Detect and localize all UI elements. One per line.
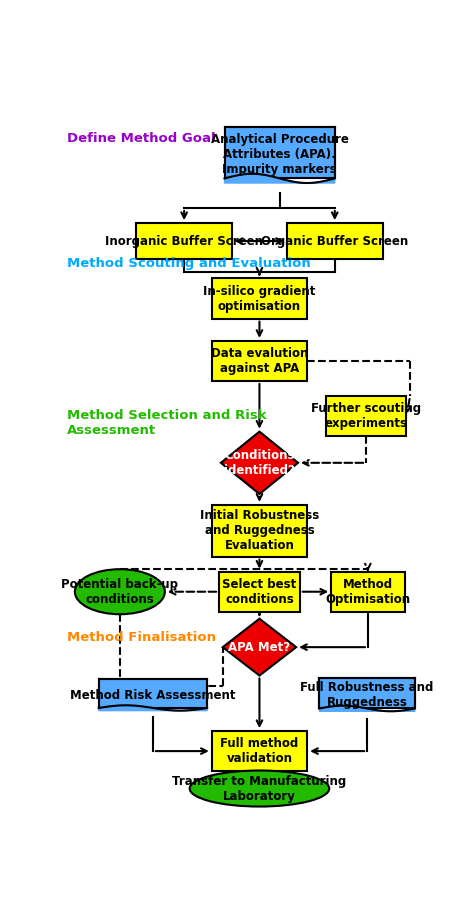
- Text: Initial Robustness
and Ruggedness
Evaluation: Initial Robustness and Ruggedness Evalua…: [200, 509, 319, 553]
- Text: Method Finalisation: Method Finalisation: [66, 631, 216, 644]
- Polygon shape: [221, 432, 298, 494]
- FancyBboxPatch shape: [319, 679, 415, 708]
- FancyBboxPatch shape: [137, 223, 232, 259]
- Polygon shape: [319, 706, 415, 711]
- Ellipse shape: [75, 569, 165, 614]
- Text: Conditions
identified?: Conditions identified?: [224, 449, 295, 477]
- Text: Method
Optimisation: Method Optimisation: [325, 578, 410, 606]
- Text: Full method
validation: Full method validation: [220, 737, 299, 765]
- FancyBboxPatch shape: [287, 223, 383, 259]
- Text: Organic Buffer Screen: Organic Buffer Screen: [261, 235, 409, 248]
- Text: Method Selection and Risk
Assessment: Method Selection and Risk Assessment: [66, 410, 266, 437]
- Text: Method Scouting and Evaluation: Method Scouting and Evaluation: [66, 257, 310, 270]
- Text: Inorganic Buffer Screen: Inorganic Buffer Screen: [105, 235, 263, 248]
- FancyBboxPatch shape: [219, 572, 300, 612]
- Text: In-silico gradient
optimisation: In-silico gradient optimisation: [203, 284, 316, 312]
- Text: Transfer to Manufacturing
Laboratory: Transfer to Manufacturing Laboratory: [173, 775, 346, 803]
- Text: Full Robustness and
Ruggedness: Full Robustness and Ruggedness: [301, 681, 434, 709]
- FancyBboxPatch shape: [326, 396, 406, 436]
- Polygon shape: [225, 174, 335, 183]
- FancyBboxPatch shape: [331, 572, 405, 612]
- FancyBboxPatch shape: [212, 505, 307, 557]
- FancyBboxPatch shape: [212, 278, 307, 319]
- Text: Select best
conditions: Select best conditions: [222, 578, 297, 606]
- FancyBboxPatch shape: [212, 731, 307, 771]
- Text: Further scouting
experiments: Further scouting experiments: [311, 402, 421, 430]
- Polygon shape: [99, 706, 207, 711]
- Text: Data evalution
against APA: Data evalution against APA: [211, 346, 308, 375]
- Text: Potential back-up
conditions: Potential back-up conditions: [61, 578, 178, 606]
- Text: Define Method Goal: Define Method Goal: [66, 132, 215, 145]
- Text: Analytical Procedure
Attributes (APA).
Impurity markers: Analytical Procedure Attributes (APA). I…: [211, 133, 348, 176]
- Ellipse shape: [190, 770, 329, 806]
- Text: APA Met?: APA Met?: [228, 641, 291, 653]
- FancyBboxPatch shape: [99, 680, 207, 708]
- FancyBboxPatch shape: [212, 341, 307, 381]
- FancyBboxPatch shape: [225, 127, 335, 178]
- Text: Method Risk Assessment: Method Risk Assessment: [70, 688, 236, 702]
- Polygon shape: [223, 618, 296, 676]
